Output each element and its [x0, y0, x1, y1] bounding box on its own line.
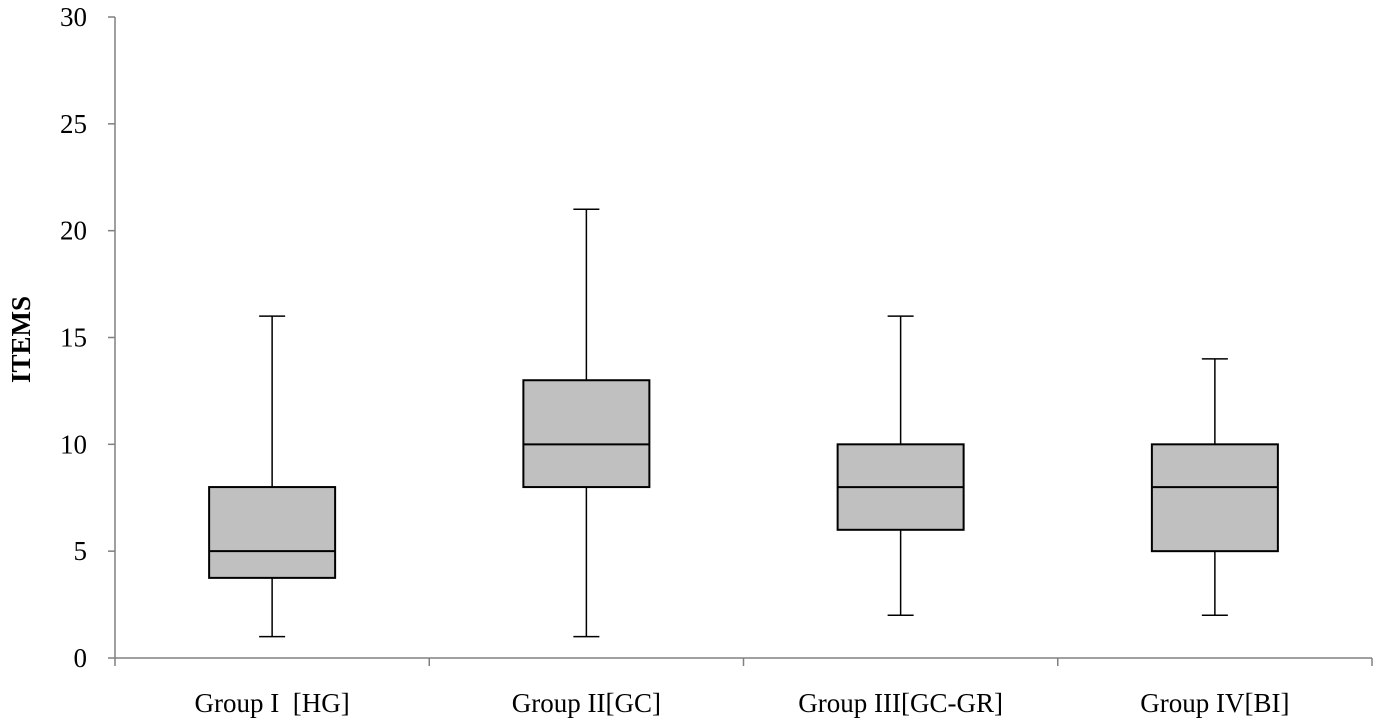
box-group	[1150, 358, 1279, 617]
y-axis-title: ITEMS	[6, 296, 36, 383]
box-iqr	[522, 379, 651, 489]
y-tick-label: 5	[74, 536, 88, 566]
y-tick-label: 10	[60, 429, 87, 459]
box-group	[836, 315, 965, 617]
y-tick-label: 20	[60, 216, 87, 246]
box-group	[522, 208, 651, 638]
x-tick-label: Group I [HG]	[195, 688, 350, 718]
x-tick-label: Group II[GC]	[512, 688, 661, 718]
y-tick-label: 0	[74, 643, 88, 673]
box-iqr	[208, 486, 337, 579]
boxes	[208, 208, 1279, 638]
x-axis-ticks: Group I [HG] Group II[GC] Group III[GC-GR]…	[114, 658, 1373, 718]
y-tick-label: 15	[60, 323, 87, 353]
y-tick-label: 25	[60, 109, 87, 139]
x-tick-label: Group III[GC-GR]	[798, 688, 1003, 718]
y-axis-ticks: 0 5 10 15 20 25 30	[60, 2, 115, 673]
y-tick-label: 30	[60, 2, 87, 32]
box-group	[208, 315, 337, 638]
box-iqr	[1150, 443, 1279, 553]
x-tick-label: Group IV[BI]	[1140, 688, 1289, 718]
